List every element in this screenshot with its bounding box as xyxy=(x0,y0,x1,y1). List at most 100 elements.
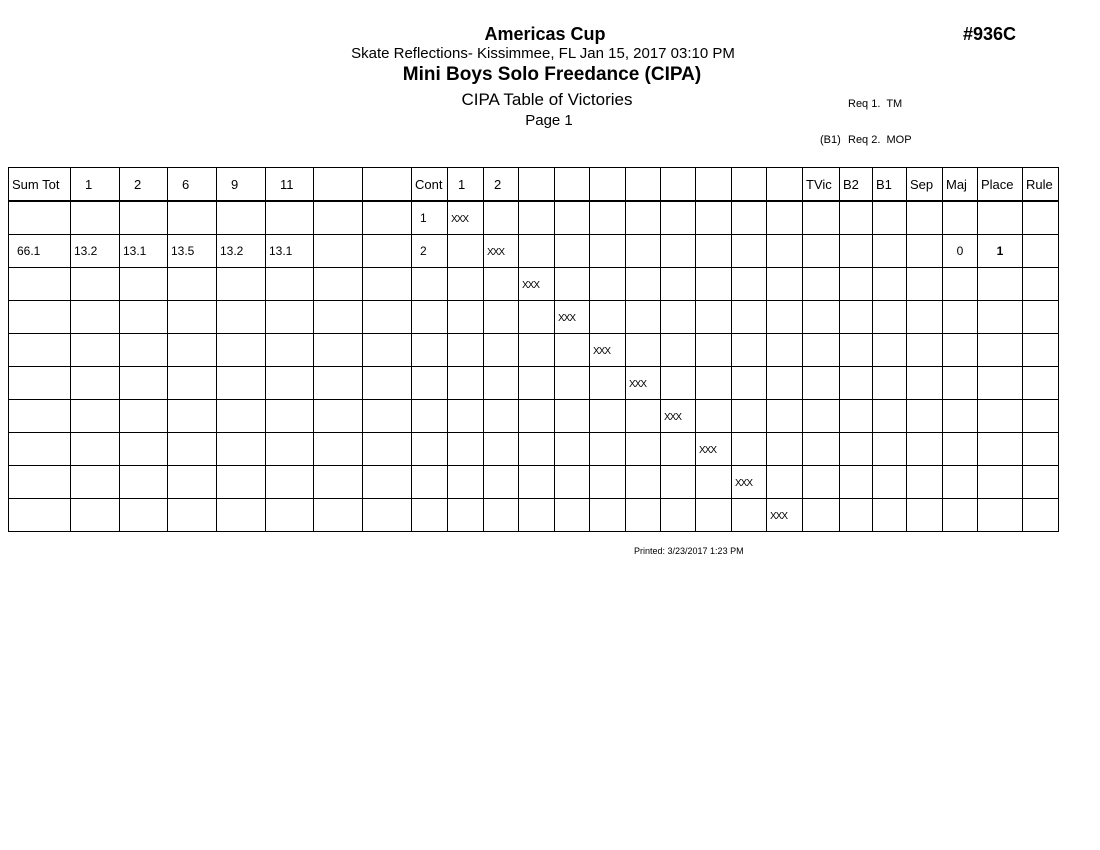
table-cell xyxy=(70,432,120,466)
table-cell xyxy=(119,200,168,235)
table-cell xyxy=(1022,366,1059,400)
table-cell xyxy=(265,432,314,466)
column-header xyxy=(313,167,363,202)
table-cell: 13.5 xyxy=(167,234,217,268)
table-cell xyxy=(1022,300,1059,334)
column-header xyxy=(518,167,555,202)
table-cell xyxy=(872,498,907,532)
table-cell xyxy=(766,333,803,367)
table-cell xyxy=(447,465,484,499)
table-cell xyxy=(70,366,120,400)
column-header: Sep xyxy=(906,167,943,202)
table-cell xyxy=(167,399,217,433)
column-header xyxy=(362,167,412,202)
table-cell xyxy=(411,300,448,334)
table-cell xyxy=(839,498,873,532)
table-cell xyxy=(942,200,978,235)
table-cell: XXX xyxy=(660,399,696,433)
table-cell: XXX xyxy=(625,366,661,400)
table-cell xyxy=(906,333,943,367)
report-name: CIPA Table of Victories xyxy=(461,90,633,109)
table-row: XXX xyxy=(8,366,1059,400)
table-cell xyxy=(447,300,484,334)
table-cell xyxy=(872,432,907,466)
table-cell xyxy=(554,333,590,367)
event-number: #936C xyxy=(963,24,1017,44)
table-cell xyxy=(942,399,978,433)
requirement-2: (B1) Req 2. MOP xyxy=(820,134,912,146)
table-cell xyxy=(977,432,1023,466)
table-cell xyxy=(265,300,314,334)
table-cell xyxy=(8,300,71,334)
table-cell xyxy=(802,465,840,499)
table-cell xyxy=(167,498,217,532)
column-header: B1 xyxy=(872,167,907,202)
table-cell xyxy=(265,267,314,301)
table-cell xyxy=(313,498,363,532)
table-row: 1 XXX xyxy=(8,200,1059,235)
table-cell xyxy=(216,432,266,466)
table-cell: 66.1 xyxy=(8,234,71,268)
table-cell xyxy=(589,465,626,499)
column-header: Maj xyxy=(942,167,978,202)
table-cell xyxy=(8,432,71,466)
table-cell xyxy=(625,234,661,268)
table-cell xyxy=(216,200,266,235)
table-cell xyxy=(589,267,626,301)
self-comparison-mark: XXX xyxy=(735,478,753,489)
table-cell xyxy=(483,267,519,301)
table-cell xyxy=(119,465,168,499)
table-cell xyxy=(839,234,873,268)
table-cell xyxy=(447,333,484,367)
table-cell xyxy=(518,432,555,466)
table-cell xyxy=(589,200,626,235)
table-cell xyxy=(906,200,943,235)
self-comparison-mark: XXX xyxy=(699,445,717,456)
table-cell xyxy=(766,234,803,268)
table-cell xyxy=(766,300,803,334)
table-cell xyxy=(167,465,217,499)
table-cell xyxy=(447,399,484,433)
requirement-1: Req 1. TM xyxy=(848,98,903,110)
table-cell xyxy=(906,234,943,268)
table-row: XXX xyxy=(8,267,1059,301)
column-header xyxy=(589,167,626,202)
table-cell xyxy=(977,366,1023,400)
table-cell xyxy=(977,498,1023,532)
table-cell: 2 xyxy=(411,234,448,268)
table-cell xyxy=(942,432,978,466)
table-cell xyxy=(977,267,1023,301)
table-cell xyxy=(731,267,767,301)
table-cell xyxy=(554,234,590,268)
table-cell xyxy=(411,366,448,400)
column-header xyxy=(660,167,696,202)
table-cell xyxy=(265,465,314,499)
table-cell xyxy=(977,200,1023,235)
table-cell xyxy=(518,399,555,433)
table-cell xyxy=(695,333,732,367)
table-cell xyxy=(362,234,412,268)
table-cell xyxy=(731,366,767,400)
table-cell xyxy=(70,300,120,334)
column-header: 2 xyxy=(483,167,519,202)
table-cell xyxy=(906,465,943,499)
self-comparison-mark: XXX xyxy=(593,346,611,357)
table-cell xyxy=(70,267,120,301)
table-cell xyxy=(483,399,519,433)
table-cell: XXX xyxy=(518,267,555,301)
table-cell xyxy=(313,300,363,334)
table-cell: 13.1 xyxy=(119,234,168,268)
table-cell xyxy=(70,333,120,367)
victories-table: Sum Tot 1 2 6 9 11 Cont 1 2 TVic B2 B1 Sep Maj Place Ru… xyxy=(8,167,1059,532)
table-cell xyxy=(942,267,978,301)
table-row: XXX xyxy=(8,432,1059,466)
column-header xyxy=(731,167,767,202)
table-cell xyxy=(119,333,168,367)
table-cell xyxy=(695,399,732,433)
column-header: TVic xyxy=(802,167,840,202)
table-cell xyxy=(766,366,803,400)
table-cell xyxy=(660,432,696,466)
table-cell xyxy=(660,366,696,400)
table-cell xyxy=(942,366,978,400)
table-cell xyxy=(625,267,661,301)
